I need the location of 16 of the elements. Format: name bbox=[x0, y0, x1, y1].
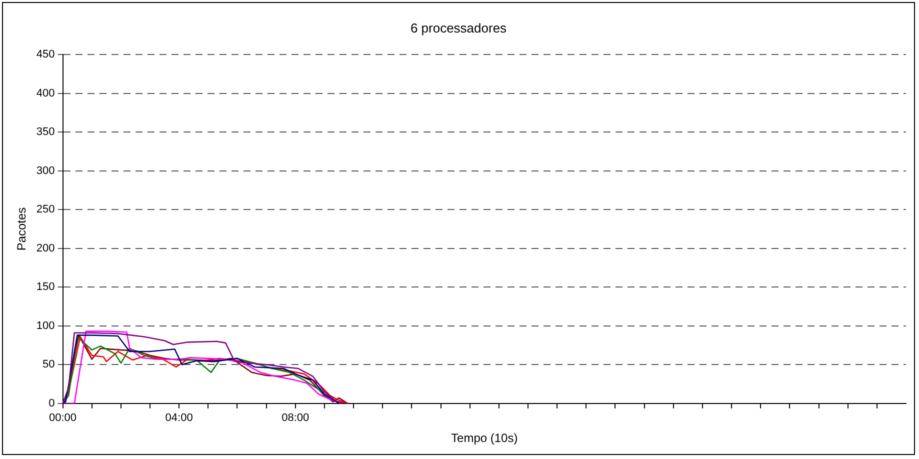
y-tick-label: 200 bbox=[36, 242, 55, 254]
y-tick-label: 250 bbox=[36, 204, 55, 216]
x-tick-label: 04:00 bbox=[165, 412, 193, 424]
chart-title: 6 processadores bbox=[410, 20, 508, 36]
y-tick-label: 350 bbox=[36, 126, 55, 138]
x-tick-label: 08:00 bbox=[282, 412, 310, 424]
y-tick-label: 0 bbox=[48, 397, 55, 410]
y-tick-label: 100 bbox=[36, 320, 55, 332]
x-tick-label: 00:00 bbox=[48, 412, 77, 424]
y-tick-label: 150 bbox=[36, 281, 55, 294]
y-tick-label: 450 bbox=[36, 48, 55, 61]
y-tick-label: 300 bbox=[36, 164, 55, 177]
y-axis-title: Pacotes bbox=[14, 207, 29, 251]
x-axis-title: Tempo (10s) bbox=[451, 431, 518, 446]
y-tick-label: 400 bbox=[36, 87, 55, 100]
y-tick-label: 50 bbox=[42, 358, 55, 371]
